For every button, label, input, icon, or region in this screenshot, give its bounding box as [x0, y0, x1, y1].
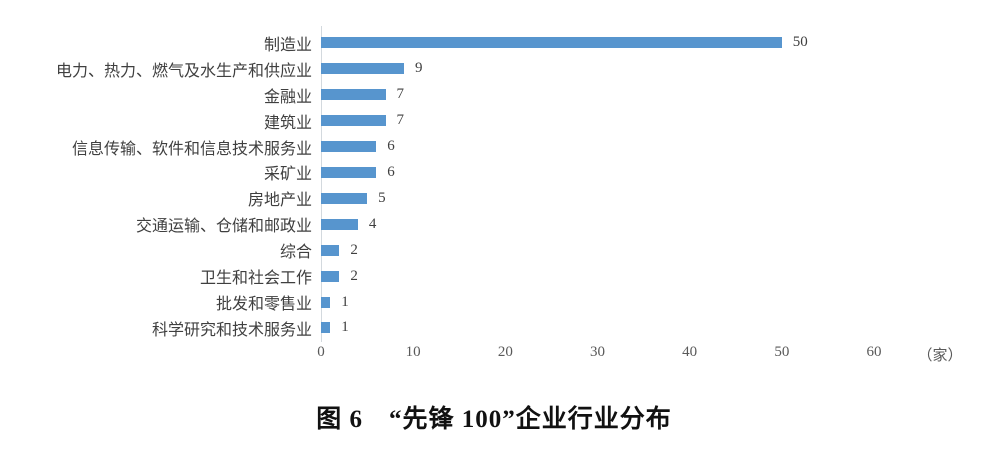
value-label: 7 [396, 86, 405, 103]
category-label: 房地产业 [247, 192, 312, 210]
x-axis-tick-label: 50 [774, 344, 790, 360]
value-label: 1 [341, 319, 349, 336]
chart-row: 科学研究和技术服务业 1 [0, 315, 988, 341]
bar [321, 115, 386, 127]
value-label: 1 [341, 293, 349, 310]
bar-track: 2 [321, 263, 921, 289]
category-label: 交通运输、仓储和邮政业 [135, 218, 312, 236]
bar [321, 63, 404, 75]
bar-track: 50 [321, 30, 921, 56]
category-label: 信息传输、软件和信息技术服务业 [71, 140, 312, 158]
bar-track: 9 [321, 56, 921, 82]
bar-track: 1 [321, 315, 921, 341]
value-label: 4 [368, 215, 377, 232]
value-label: 6 [387, 138, 395, 155]
value-label: 2 [350, 267, 358, 284]
bar-track: 2 [321, 237, 921, 263]
category-label: 综合 [279, 244, 312, 262]
bar [321, 244, 340, 256]
category-label: 电力、热力、燃气及水生产和供应业 [55, 62, 312, 80]
bar [321, 192, 368, 204]
bar-track: 1 [321, 289, 921, 315]
bar-track: 4 [321, 211, 921, 237]
chart-row: 金融业 7 [0, 82, 988, 108]
bar [321, 89, 386, 101]
chart-row: 交通运输、仓储和邮政业 4 [0, 211, 988, 237]
x-axis-unit-label: （家） [917, 348, 963, 364]
chart-row: 电力、热力、燃气及水生产和供应业 9 [0, 56, 988, 82]
chart-row: 信息传输、软件和信息技术服务业 6 [0, 134, 988, 160]
value-label: 5 [378, 189, 386, 206]
category-label: 制造业 [263, 36, 312, 54]
category-label: 金融业 [263, 88, 312, 106]
x-axis: 0 10 20 30 40 50 60 （家） [0, 344, 988, 366]
bar-track: 7 [321, 108, 921, 134]
category-label: 采矿业 [263, 166, 312, 184]
value-label: 2 [350, 241, 358, 258]
bar [321, 296, 331, 308]
x-axis-tick-label: 30 [590, 344, 605, 360]
category-label: 科学研究和技术服务业 [151, 321, 312, 339]
bar-track: 6 [321, 134, 921, 160]
chart-row: 卫生和社会工作 2 [0, 263, 988, 289]
bar-track: 7 [321, 82, 921, 108]
bar [321, 166, 377, 178]
bar [321, 270, 340, 282]
x-axis-tick-label: 20 [497, 344, 513, 360]
category-label: 卫生和社会工作 [199, 270, 312, 288]
category-label: 批发和零售业 [215, 296, 312, 314]
bar [321, 37, 782, 49]
bar-track: 5 [321, 185, 921, 211]
bar [321, 218, 358, 230]
category-label: 建筑业 [263, 114, 312, 132]
x-axis-tick-label: 40 [682, 344, 698, 360]
chart-row: 建筑业 7 [0, 108, 988, 134]
chart-row: 批发和零售业 1 [0, 289, 988, 315]
value-label: 7 [396, 112, 405, 129]
bar-track: 6 [321, 160, 921, 186]
chart-row: 房地产业 5 [0, 185, 988, 211]
x-axis-tick-label: 10 [405, 344, 421, 360]
value-label: 50 [792, 34, 808, 51]
value-label: 9 [415, 60, 423, 77]
x-axis-tick-label: 0 [317, 344, 325, 360]
value-label: 6 [387, 163, 395, 180]
chart-title: 图 6 “先锋 100”企业行业分布 [316, 406, 672, 433]
chart-row: 制造业 50 [0, 30, 988, 56]
bar [321, 141, 377, 153]
chart-row: 综合 2 [0, 237, 988, 263]
x-axis-tick-label: 60 [866, 344, 882, 360]
bar [321, 322, 331, 334]
chart-rows: 制造业 50 电力、热力、燃气及水生产和供应业 9 金融业 7 建筑业 7 信息传输、软件和信息… [0, 30, 988, 341]
y-axis-line [321, 26, 322, 342]
chart-row: 采矿业 6 [0, 160, 988, 186]
